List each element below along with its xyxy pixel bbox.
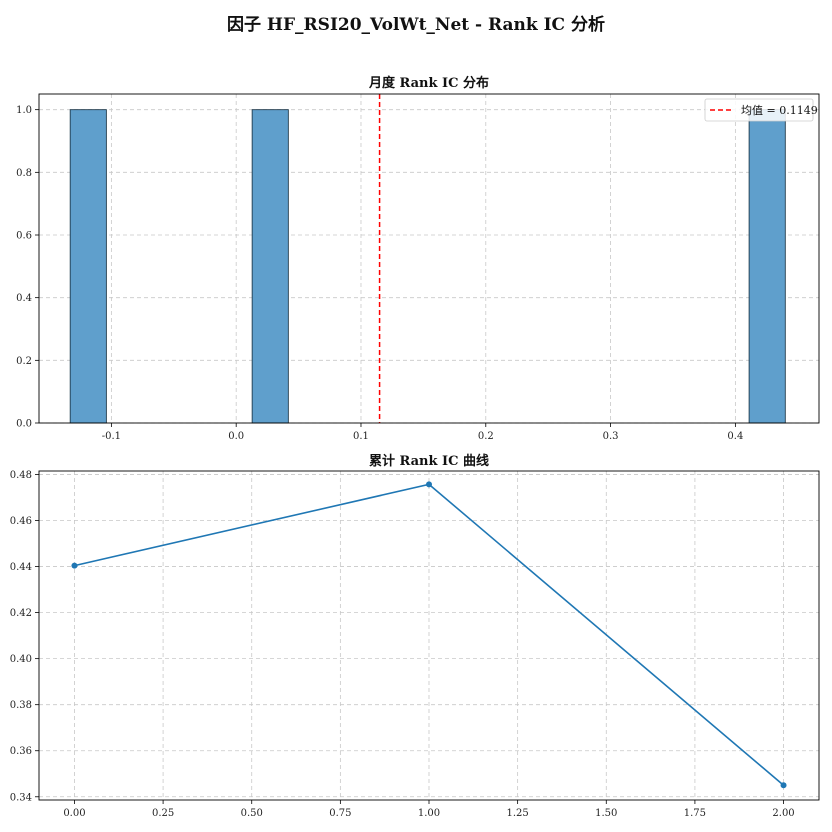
cumulative-x-tick-label: 0.75 (329, 808, 351, 819)
cumulative-x-tick-label: 0.50 (241, 808, 263, 819)
histogram-title: 月度 Rank IC 分布 (368, 75, 489, 91)
histogram-bars (69, 109, 786, 424)
legend-mean-label: 均值 = 0.1149 (741, 104, 818, 117)
cumulative-x-tick-label: 0.00 (63, 808, 85, 819)
cumulative-grid (39, 471, 819, 800)
histogram-x-tick-label: 0.4 (727, 431, 743, 442)
histogram-x-tick-label: 0.0 (228, 431, 244, 442)
histogram-bar (748, 109, 786, 424)
cumulative-y-tick-label: 0.46 (10, 516, 32, 527)
cumulative-y-tick-label: 0.40 (10, 654, 32, 665)
legend: 均值 = 0.1149 (704, 98, 818, 122)
histogram-x-ticks: -0.1 0.0 0.1 0.2 0.3 0.4 (102, 423, 743, 442)
figure-suptitle: 因子 HF_RSI20_VolWt_Net - Rank IC 分析 (227, 14, 605, 35)
cumulative-title: 累计 Rank IC 曲线 (369, 453, 489, 469)
histogram-x-tick-label: -0.1 (102, 431, 121, 442)
cumulative-ic-point (71, 562, 78, 569)
legend-box (704, 98, 814, 122)
cumulative-y-ticks: 0.34 0.36 0.38 0.40 0.42 0.44 0.46 0.48 (10, 470, 39, 803)
cumulative-x-tick-label: 1.00 (418, 808, 440, 819)
histogram-bar (251, 109, 289, 424)
cumulative-y-tick-label: 0.38 (10, 700, 32, 711)
cumulative-panel: 累计 Rank IC 曲线 0.00 0.25 0.50 0.75 1.00 1.25 1.… (10, 453, 820, 819)
cumulative-x-tick-label: 2.00 (772, 808, 794, 819)
histogram-grid (39, 94, 819, 424)
histogram-x-tick-label: 0.3 (603, 431, 619, 442)
cumulative-y-tick-label: 0.34 (10, 792, 32, 803)
cumulative-ic-point (780, 782, 787, 789)
cumulative-y-tick-label: 0.48 (10, 470, 32, 481)
histogram-panel: 月度 Rank IC 分布 -0.1 0.0 0.1 0.2 0.3 0.4 0.0 0.2… (16, 75, 820, 442)
histogram-y-tick-label: 1.0 (16, 105, 32, 116)
cumulative-x-tick-label: 1.50 (595, 808, 617, 819)
cumulative-x-tick-label: 1.75 (684, 808, 706, 819)
cumulative-y-tick-label: 0.36 (10, 746, 32, 757)
cumulative-x-tick-label: 0.25 (152, 808, 174, 819)
cumulative-series (71, 481, 787, 789)
histogram-y-tick-label: 0.8 (16, 168, 32, 179)
cumulative-x-tick-label: 1.25 (507, 808, 529, 819)
cumulative-x-ticks: 0.00 0.25 0.50 0.75 1.00 1.25 1.50 1.75 2.00 (63, 800, 795, 819)
histogram-x-tick-label: 0.2 (478, 431, 494, 442)
histogram-bar (69, 109, 107, 424)
histogram-y-tick-label: 0.4 (16, 293, 32, 304)
histogram-frame (38, 93, 820, 424)
histogram-y-tick-label: 0.0 (16, 419, 32, 430)
cumulative-ic-point (426, 481, 432, 488)
histogram-x-tick-label: 0.1 (353, 431, 369, 442)
histogram-y-tick-label: 0.6 (16, 231, 32, 242)
cumulative-y-tick-label: 0.44 (10, 562, 32, 573)
cumulative-y-tick-label: 0.42 (10, 608, 32, 619)
histogram-y-ticks: 0.0 0.2 0.4 0.6 0.8 1.0 (16, 105, 39, 430)
histogram-y-tick-label: 0.2 (16, 356, 32, 367)
